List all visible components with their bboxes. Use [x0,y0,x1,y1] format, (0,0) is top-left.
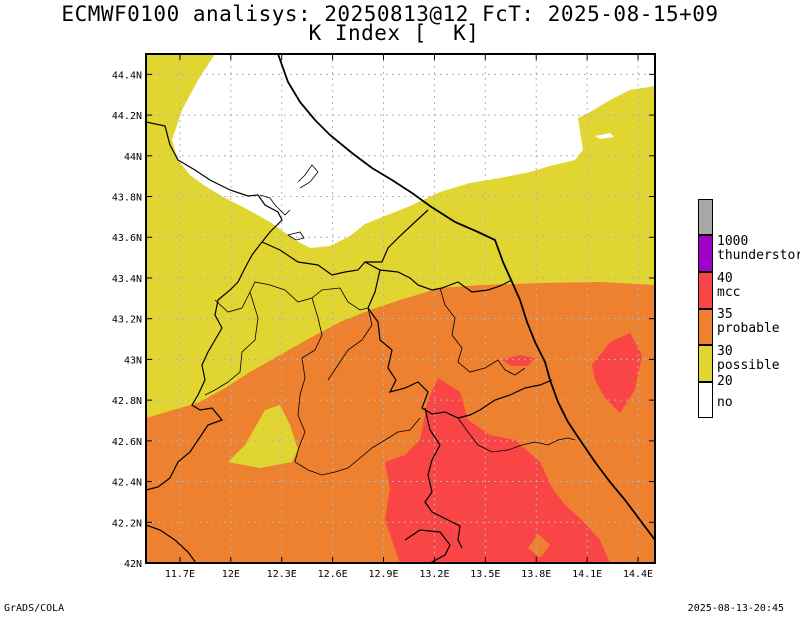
map-title-line1: ECMWF0100 analisys: 20250813@12 FcT: 202… [61,2,719,26]
legend-value-20: 20 [717,374,733,389]
y-tick-label-5: 43N [124,355,142,366]
boundaries-layer [146,54,655,563]
region-border-central [261,209,553,419]
legend-label-probable: probable [717,321,780,336]
region-border-north [146,121,283,491]
x-tick-label-2: 12.3E [267,569,297,580]
legend-value-30: 30 [717,344,733,359]
y-tick-label-1: 42.2N [112,518,142,529]
no-area-island [595,133,614,139]
possible-area-south [228,405,298,468]
footer-credit: GrADS/COLA [4,603,65,614]
y-tick-label-12: 44.4N [112,70,142,81]
mcc-area-center [502,355,535,366]
x-tick-label-8: 14.1E [572,569,602,580]
x-tick-label-1: 12E [222,569,240,580]
y-tick-label-9: 43.8N [112,193,142,204]
y-axis-tick-labels: 42N 42.2N 42.4N 42.6N 42.8N 43N 43.2N 43.4N 43.6… [112,70,142,570]
legend-label-possible: possible [717,358,780,373]
x-tick-label-9: 14.4E [623,569,653,580]
legend-swatch-above [698,199,713,235]
y-tick-label-2: 42.4N [112,478,142,489]
legend-swatch-mcc [698,272,713,309]
axis-ticks [146,54,655,564]
y-tick-label-10: 44N [124,152,142,163]
x-tick-label-3: 12.6E [318,569,348,580]
y-tick-label-4: 42.8N [112,396,142,407]
y-tick-label-11: 44.2N [112,111,142,122]
legend-label-thunderstorm: thunderstorm [717,248,800,263]
legend-value-35: 35 [717,307,733,322]
region-border-south [146,407,463,563]
province-borders [204,164,576,476]
probable-area-inner [528,534,550,558]
y-tick-label-7: 43.4N [112,274,142,285]
x-axis-tick-labels: 11.7E 12E 12.3E 12.6E 12.9E 13.2E 13.5E 13.8E 14… [165,569,653,580]
footer-timestamp: 2025-08-13-20:45 [687,603,784,614]
map-frame [145,53,656,564]
x-tick-label-4: 12.9E [368,569,398,580]
legend-value-40: 40 [717,271,733,286]
x-tick-label-6: 13.5E [470,569,500,580]
x-tick-label-0: 11.7E [165,569,195,580]
y-tick-label-6: 43.2N [112,315,142,326]
legend-swatch-thunderstorm [698,235,713,272]
map-gridlines [146,54,655,563]
x-tick-label-7: 13.8E [521,569,551,580]
coastline [277,54,655,541]
legend-value-1000: 1000 [717,234,749,249]
legend-swatch-no [698,382,713,418]
no-area [172,54,655,248]
y-tick-label-8: 43.6N [112,233,142,244]
legend-swatch-possible [698,345,713,382]
legend-label-mcc: mcc [717,285,741,300]
map-fill-layer [146,54,655,563]
map-title-line2: K Index [ K] [308,21,480,45]
mcc-area-east [592,333,642,413]
y-tick-label-3: 42.6N [112,437,142,448]
legend-label-no: no [717,395,733,410]
x-tick-label-5: 13.2E [419,569,449,580]
legend-swatch-probable [698,309,713,345]
y-tick-label-0: 42N [124,559,142,570]
